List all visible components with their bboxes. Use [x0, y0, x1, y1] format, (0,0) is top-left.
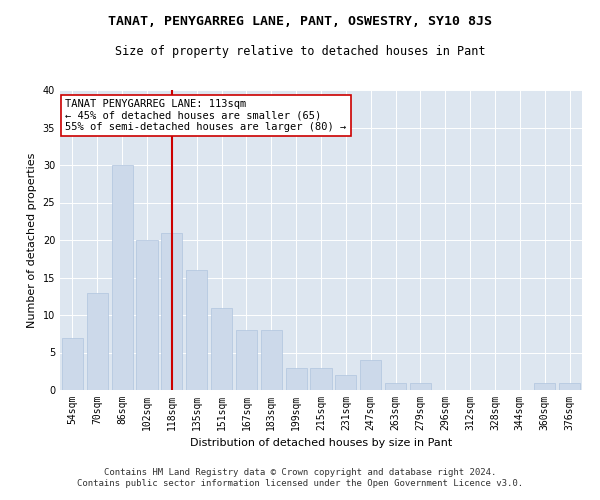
Bar	[261, 330, 282, 390]
Bar	[410, 382, 431, 390]
Bar	[186, 270, 207, 390]
Text: Size of property relative to detached houses in Pant: Size of property relative to detached ho…	[115, 45, 485, 58]
Bar	[559, 382, 580, 390]
Bar	[534, 382, 555, 390]
Bar	[211, 308, 232, 390]
Bar	[236, 330, 257, 390]
Bar	[87, 292, 108, 390]
Bar	[360, 360, 381, 390]
Text: Contains HM Land Registry data © Crown copyright and database right 2024.
Contai: Contains HM Land Registry data © Crown c…	[77, 468, 523, 487]
X-axis label: Distribution of detached houses by size in Pant: Distribution of detached houses by size …	[190, 438, 452, 448]
Bar	[335, 375, 356, 390]
Text: TANAT PENYGARREG LANE: 113sqm
← 45% of detached houses are smaller (65)
55% of s: TANAT PENYGARREG LANE: 113sqm ← 45% of d…	[65, 99, 346, 132]
Bar	[62, 338, 83, 390]
Bar	[112, 165, 133, 390]
Bar	[385, 382, 406, 390]
Bar	[286, 368, 307, 390]
Y-axis label: Number of detached properties: Number of detached properties	[27, 152, 37, 328]
Bar	[161, 232, 182, 390]
Bar	[310, 368, 332, 390]
Text: TANAT, PENYGARREG LANE, PANT, OSWESTRY, SY10 8JS: TANAT, PENYGARREG LANE, PANT, OSWESTRY, …	[108, 15, 492, 28]
Bar	[136, 240, 158, 390]
